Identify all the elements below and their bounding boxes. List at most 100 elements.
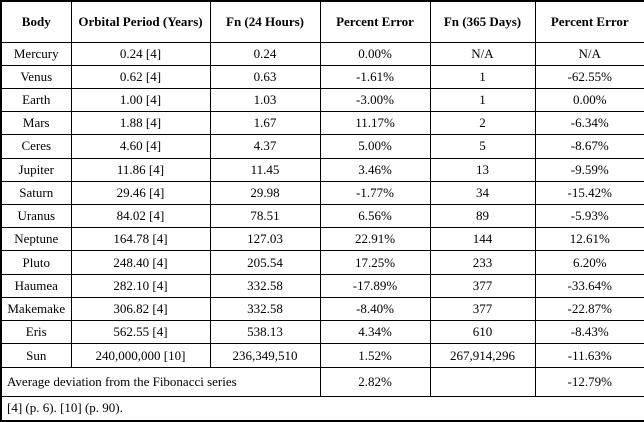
table-row: Neptune 164.78 [4] 127.03 22.91% 144 12.61% bbox=[0, 227, 644, 252]
table-cell: 1.52% bbox=[319, 343, 431, 368]
table-cell: 29.98 bbox=[209, 180, 321, 206]
table-cell: Eris bbox=[0, 320, 72, 345]
table-cell: 0.63 bbox=[209, 64, 321, 89]
column-header-fn-24: Fn (24 Hours) bbox=[209, 0, 321, 43]
table-row: Haumea 282.10 [4] 332.58 -17.89% 377 -33.64% bbox=[0, 273, 644, 298]
table-cell: Venus bbox=[0, 64, 72, 89]
table-cell: 34 bbox=[429, 180, 536, 206]
summary-err-24-cell: 2.82% bbox=[319, 366, 431, 397]
table-cell: -1.61% bbox=[319, 64, 431, 89]
header-row: Body Orbital Period (Years) Fn (24 Hours… bbox=[0, 0, 644, 43]
table-cell: 0.24 bbox=[209, 41, 321, 66]
table-row: Eris 562.55 [4] 538.13 4.34% 610 -8.43% bbox=[0, 320, 644, 345]
table-cell: 13 bbox=[429, 157, 536, 182]
table-cell: 1 bbox=[429, 87, 536, 113]
table-cell: 282.10 [4] bbox=[70, 273, 211, 298]
table-cell: Earth bbox=[0, 87, 72, 113]
table-cell: Haumea bbox=[0, 273, 72, 298]
table-cell: 22.91% bbox=[319, 227, 431, 252]
table-cell: -1.77% bbox=[319, 180, 431, 206]
column-header-percent-error-365: Percent Error bbox=[534, 0, 644, 43]
table-row: Venus 0.62 [4] 0.63 -1.61% 1 -62.55% bbox=[0, 64, 644, 89]
table-cell: 1.88 [4] bbox=[70, 111, 211, 136]
table-cell: 1 bbox=[429, 64, 536, 89]
table-cell: 127.03 bbox=[209, 227, 321, 252]
table-cell: Jupiter bbox=[0, 157, 72, 182]
table-cell: 78.51 bbox=[209, 204, 321, 229]
table-cell: 248.40 [4] bbox=[70, 250, 211, 275]
table-cell: 4.60 [4] bbox=[70, 134, 211, 159]
table-cell: Pluto bbox=[0, 250, 72, 275]
footnote-row: [4] (p. 6). [10] (p. 90). bbox=[0, 395, 644, 422]
column-header-fn-365: Fn (365 Days) bbox=[429, 0, 536, 43]
table-cell: 332.58 bbox=[209, 296, 321, 322]
table-cell: Ceres bbox=[0, 134, 72, 159]
table-cell: 0.00% bbox=[534, 87, 644, 113]
table-cell: -8.43% bbox=[534, 320, 644, 345]
table-cell: 1.67 bbox=[209, 111, 321, 136]
table-body: Mercury 0.24 [4] 0.24 0.00% N/A N/A Venus 0.62 … bbox=[0, 41, 644, 368]
table-cell: -5.93% bbox=[534, 204, 644, 229]
table-cell: 3.46% bbox=[319, 157, 431, 182]
table-cell: 0.00% bbox=[319, 41, 431, 66]
table-cell: Neptune bbox=[0, 227, 72, 252]
table-row: Mercury 0.24 [4] 0.24 0.00% N/A N/A bbox=[0, 41, 644, 66]
table-cell: 610 bbox=[429, 320, 536, 345]
table-cell: Sun bbox=[0, 343, 72, 368]
table-cell: Uranus bbox=[0, 204, 72, 229]
column-header-body: Body bbox=[0, 0, 72, 43]
column-header-percent-error-24: Percent Error bbox=[319, 0, 431, 43]
table-cell: 377 bbox=[429, 273, 536, 298]
table-cell: Mars bbox=[0, 111, 72, 136]
table-cell: 5.00% bbox=[319, 134, 431, 159]
footnote: [4] (p. 6). [10] (p. 90). bbox=[0, 395, 644, 422]
table-cell: Saturn bbox=[0, 180, 72, 206]
table-cell: 205.54 bbox=[209, 250, 321, 275]
table-row: Sun 240,000,000 [10] 236,349,510 1.52% 267,9… bbox=[0, 343, 644, 368]
table-cell: -6.34% bbox=[534, 111, 644, 136]
table-cell: -17.89% bbox=[319, 273, 431, 298]
table-cell: -8.40% bbox=[319, 296, 431, 322]
table-cell: -62.55% bbox=[534, 64, 644, 89]
table-row: Pluto 248.40 [4] 205.54 17.25% 233 6.20% bbox=[0, 250, 644, 275]
table-cell: 2 bbox=[429, 111, 536, 136]
table-cell: Mercury bbox=[0, 41, 72, 66]
table-cell: 5 bbox=[429, 134, 536, 159]
summary-row: Average deviation from the Fibonacci ser… bbox=[0, 366, 644, 397]
summary-label: Average deviation from the Fibonacci ser… bbox=[0, 366, 321, 397]
table-cell: -3.00% bbox=[319, 87, 431, 113]
table-row: Ceres 4.60 [4] 4.37 5.00% 5 -8.67% bbox=[0, 134, 644, 159]
summary-err-365-cell: -12.79% bbox=[534, 366, 644, 397]
table-row: Mars 1.88 [4] 1.67 11.17% 2 -6.34% bbox=[0, 111, 644, 136]
table-cell: 11.17% bbox=[319, 111, 431, 136]
table-cell: Makemake bbox=[0, 296, 72, 322]
table-cell: 6.56% bbox=[319, 204, 431, 229]
table-cell: 4.37 bbox=[209, 134, 321, 159]
table-cell: -11.63% bbox=[534, 343, 644, 368]
table-cell: 17.25% bbox=[319, 250, 431, 275]
table-row: Jupiter 11.86 [4] 11.45 3.46% 13 -9.59% bbox=[0, 157, 644, 182]
summary-fn-365-cell bbox=[429, 366, 536, 397]
table-cell: 11.86 [4] bbox=[70, 157, 211, 182]
table-row: Earth 1.00 [4] 1.03 -3.00% 1 0.00% bbox=[0, 87, 644, 113]
table-cell: 144 bbox=[429, 227, 536, 252]
table-cell: 29.46 [4] bbox=[70, 180, 211, 206]
table-cell: -15.42% bbox=[534, 180, 644, 206]
table-cell: 0.24 [4] bbox=[70, 41, 211, 66]
table-cell: 164.78 [4] bbox=[70, 227, 211, 252]
table-cell: 236,349,510 bbox=[209, 343, 321, 368]
table-cell: 89 bbox=[429, 204, 536, 229]
table-cell: 4.34% bbox=[319, 320, 431, 345]
table-cell: 233 bbox=[429, 250, 536, 275]
table-row: Uranus 84.02 [4] 78.51 6.56% 89 -5.93% bbox=[0, 204, 644, 229]
table-cell: -22.87% bbox=[534, 296, 644, 322]
table-cell: 562.55 [4] bbox=[70, 320, 211, 345]
table-cell: 1.00 [4] bbox=[70, 87, 211, 113]
table-cell: 377 bbox=[429, 296, 536, 322]
table-cell: 12.61% bbox=[534, 227, 644, 252]
table-cell: 306.82 [4] bbox=[70, 296, 211, 322]
table-cell: -33.64% bbox=[534, 273, 644, 298]
table-cell: 267,914,296 bbox=[429, 343, 536, 368]
table-row: Makemake 306.82 [4] 332.58 -8.40% 377 -22.87% bbox=[0, 296, 644, 322]
table-row: Saturn 29.46 [4] 29.98 -1.77% 34 -15.42% bbox=[0, 180, 644, 206]
